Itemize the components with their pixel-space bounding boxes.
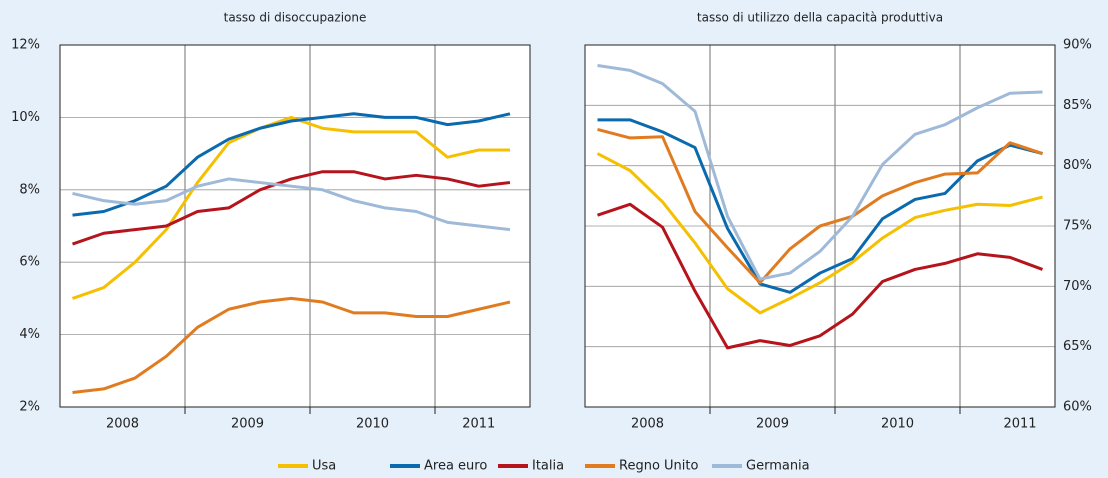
legend-label: Area euro (424, 459, 487, 474)
x-tick-label: 2010 (881, 417, 914, 432)
plot-frame (584, 44, 1056, 408)
x-tick-label: 2009 (231, 417, 264, 432)
y-tick-label: 65% (1063, 339, 1092, 354)
series-line (596, 152, 1043, 315)
legend-label: Italia (532, 459, 564, 474)
legend-label: Usa (312, 459, 336, 474)
legend-label: Regno Unito (619, 459, 698, 474)
x-tick-label: 2011 (462, 417, 495, 432)
series-line (72, 112, 511, 217)
series-line (72, 115, 510, 300)
legend-label: Germania (746, 459, 810, 474)
series-line (72, 170, 511, 246)
y-tick-label: 80% (1063, 158, 1092, 173)
y-tick-label: 60% (1063, 400, 1092, 415)
y-tick-label: 8% (19, 182, 40, 197)
y-tick-label: 6% (19, 255, 40, 270)
series-line (597, 128, 1043, 285)
series-line (597, 202, 1044, 350)
y-tick-label: 2% (19, 400, 40, 415)
y-tick-label: 12% (11, 38, 40, 53)
y-tick-label: 85% (1063, 98, 1092, 113)
plot-frame (59, 44, 531, 408)
y-tick-label: 90% (1063, 38, 1092, 53)
y-tick-label: 70% (1063, 279, 1092, 294)
x-tick-label: 2011 (1003, 417, 1036, 432)
x-tick-label: 2008 (106, 417, 139, 432)
series-line (597, 64, 1043, 281)
series-line (72, 296, 511, 395)
series-line (72, 177, 511, 232)
chart-title: tasso di disoccupazione (224, 11, 367, 25)
x-tick-label: 2008 (631, 417, 664, 432)
y-tick-label: 4% (19, 327, 40, 342)
plot-area (60, 45, 530, 407)
x-tick-label: 2009 (756, 417, 789, 432)
y-tick-label: 75% (1063, 219, 1092, 234)
y-tick-label: 10% (11, 110, 40, 125)
series-line (597, 118, 1043, 294)
chart-title: tasso di utilizzo della capacità produtt… (697, 11, 943, 25)
x-tick-label: 2010 (356, 417, 389, 432)
